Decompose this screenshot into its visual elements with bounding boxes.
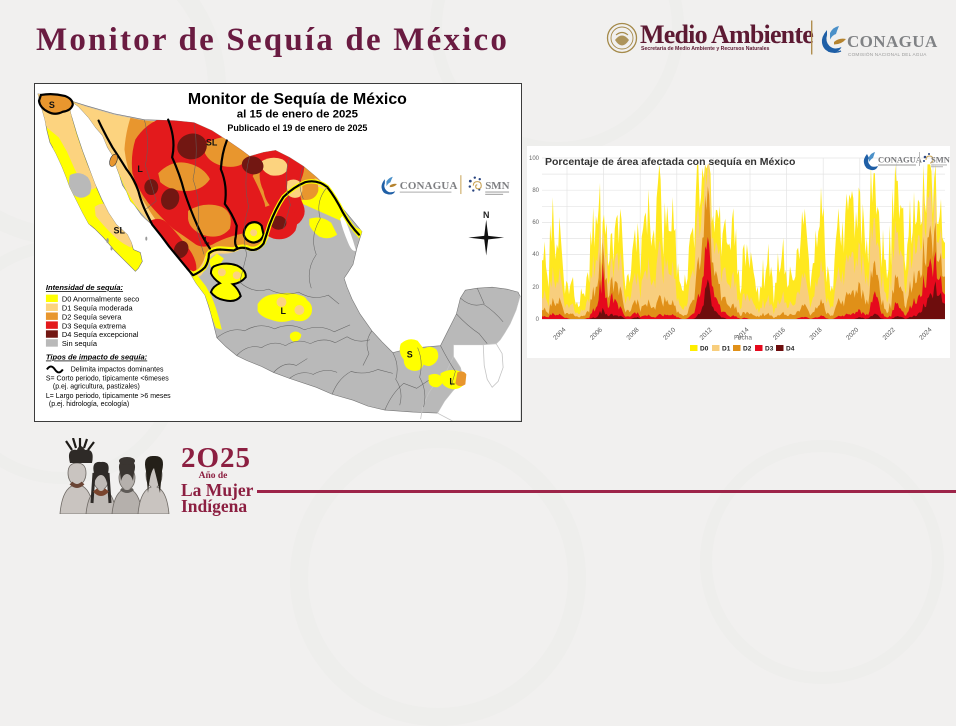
svg-text:Medio Ambiente: Medio Ambiente bbox=[640, 20, 813, 49]
svg-text:L: L bbox=[204, 236, 210, 246]
svg-text:0: 0 bbox=[536, 317, 540, 323]
svg-text:D0 Anormalmente seco: D0 Anormalmente seco bbox=[62, 295, 139, 304]
svg-text:COMISIÓN NACIONAL DEL AGUA: COMISIÓN NACIONAL DEL AGUA bbox=[848, 51, 927, 57]
svg-text:Porcentaje de área afectada co: Porcentaje de área afectada con sequía e… bbox=[545, 156, 795, 168]
svg-text:Tipos de impacto de sequía:: Tipos de impacto de sequía: bbox=[46, 353, 148, 362]
svg-text:al 15 de enero de 2025: al 15 de enero de 2025 bbox=[237, 109, 359, 121]
svg-text:2006: 2006 bbox=[589, 326, 604, 341]
svg-text:SMN: SMN bbox=[485, 180, 509, 192]
svg-text:(p.ej. hidrología, ecología): (p.ej. hidrología, ecología) bbox=[49, 401, 129, 408]
svg-text:S: S bbox=[49, 100, 55, 110]
svg-text:SL: SL bbox=[206, 137, 218, 147]
svg-text:80: 80 bbox=[532, 188, 539, 194]
svg-text:Publicado el 19 de enero de 20: Publicado el 19 de enero de 2025 bbox=[227, 123, 367, 133]
svg-text:2020: 2020 bbox=[845, 326, 860, 341]
svg-text:D0: D0 bbox=[700, 346, 709, 353]
svg-text:(p.ej. agricultura, pastizales: (p.ej. agricultura, pastizales) bbox=[53, 383, 140, 390]
svg-text:Monitor de Sequía de México: Monitor de Sequía de México bbox=[188, 91, 407, 108]
svg-text:SL: SL bbox=[114, 226, 126, 236]
svg-text:2024: 2024 bbox=[918, 326, 933, 341]
svg-text:2008: 2008 bbox=[625, 326, 640, 341]
svg-text:Fecha: Fecha bbox=[734, 335, 752, 342]
svg-text:CONAGUA: CONAGUA bbox=[847, 32, 938, 51]
svg-text:L: L bbox=[449, 376, 455, 386]
svg-text:L= Largo periodo, típicamente: L= Largo periodo, típicamente >6 meses bbox=[46, 393, 171, 400]
svg-text:D1 Sequía moderada: D1 Sequía moderada bbox=[62, 303, 134, 312]
svg-text:2004: 2004 bbox=[552, 326, 567, 341]
svg-text:2016: 2016 bbox=[772, 326, 787, 341]
svg-text:D3 Sequía extrema: D3 Sequía extrema bbox=[62, 321, 127, 330]
svg-text:2012: 2012 bbox=[699, 326, 714, 341]
svg-text:CONAGUA: CONAGUA bbox=[400, 180, 458, 192]
svg-text:20: 20 bbox=[532, 285, 539, 291]
svg-text:N: N bbox=[483, 210, 489, 220]
svg-text:D1: D1 bbox=[722, 346, 731, 353]
svg-text:Secretaría de Medio Ambiente y: Secretaría de Medio Ambiente y Recursos … bbox=[641, 46, 770, 52]
svg-text:Sin sequía: Sin sequía bbox=[62, 339, 98, 348]
svg-text:40: 40 bbox=[532, 252, 539, 258]
svg-text:2022: 2022 bbox=[882, 326, 897, 341]
svg-text:D2: D2 bbox=[743, 346, 752, 353]
svg-text:S= Corto periodo, típicamente: S= Corto periodo, típicamente <6meses bbox=[46, 375, 169, 382]
svg-text:100: 100 bbox=[529, 156, 540, 162]
svg-text:60: 60 bbox=[532, 220, 539, 226]
svg-text:L: L bbox=[280, 306, 286, 316]
svg-text:L: L bbox=[137, 164, 143, 174]
svg-text:D3: D3 bbox=[765, 346, 774, 353]
svg-text:CONAGUA: CONAGUA bbox=[878, 155, 923, 165]
svg-text:Delimita impactos dominantes: Delimita impactos dominantes bbox=[71, 366, 164, 373]
svg-text:2018: 2018 bbox=[808, 326, 823, 341]
svg-text:Intensidad de sequía:: Intensidad de sequía: bbox=[46, 283, 124, 292]
svg-text:D4: D4 bbox=[786, 346, 795, 353]
svg-text:SMN: SMN bbox=[931, 155, 950, 165]
svg-text:D2 Sequía severa: D2 Sequía severa bbox=[62, 312, 122, 321]
svg-text:S: S bbox=[407, 350, 413, 360]
svg-text:2010: 2010 bbox=[662, 326, 677, 341]
svg-text:D4 Sequía excepcional: D4 Sequía excepcional bbox=[62, 330, 139, 339]
